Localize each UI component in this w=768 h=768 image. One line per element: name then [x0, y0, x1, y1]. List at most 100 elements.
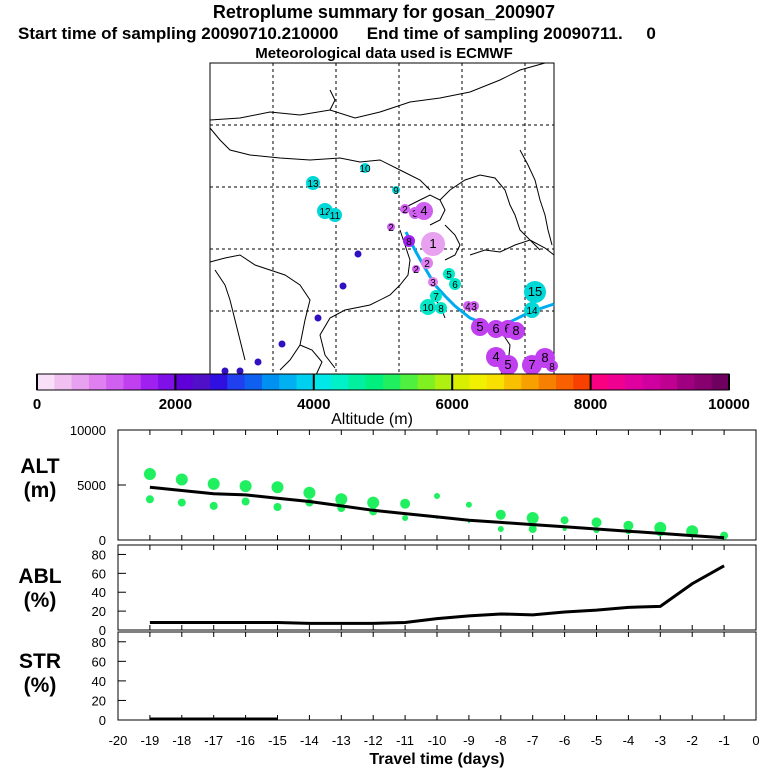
x-tick-label: -11 [396, 733, 414, 748]
trajectory-point-label: 7 [433, 292, 439, 303]
trajectory-point-label: 8 [512, 323, 519, 338]
trajectory-point [471, 318, 489, 336]
colorbar-tick-label: 10000 [708, 396, 750, 413]
alt-point [145, 495, 154, 504]
colorbar-tick-label: 4000 [297, 396, 330, 413]
colorbar-swatch [158, 374, 176, 390]
colorbar-swatch [625, 374, 643, 390]
colorbar-swatch [244, 374, 263, 390]
alt-point [402, 515, 409, 521]
alt-point [175, 473, 188, 486]
colorbar-swatch [400, 374, 419, 390]
str-label: STR [19, 650, 61, 673]
x-tick-label: -3 [655, 733, 667, 748]
y-tick-label: 60 [92, 566, 106, 581]
x-tick-label: -9 [463, 733, 475, 748]
coastline-china-east [319, 229, 411, 369]
coastline-southwest [209, 254, 311, 371]
colorbar-swatch [88, 374, 107, 390]
alt-point [400, 498, 411, 509]
colorbar-label: Altitude (m) [331, 411, 413, 428]
colorbar-swatch [210, 374, 228, 390]
colorbar-swatch [227, 374, 246, 390]
colorbar-tick-label: 6000 [436, 396, 469, 413]
x-tick-label: -2 [686, 733, 698, 748]
x-tick-label: -10 [428, 733, 447, 748]
colorbar-swatch [348, 374, 367, 390]
alt-point [528, 525, 537, 533]
coastline-japan [469, 239, 555, 256]
trajectory-point [421, 257, 433, 269]
alt-point [465, 501, 472, 508]
colorbar-swatch [452, 374, 470, 390]
colorbar-swatch [417, 374, 436, 390]
trajectory-point [443, 268, 455, 280]
alt-point [209, 501, 218, 510]
colorbar-tick-label: 8000 [574, 396, 607, 413]
x-tick-label: -19 [141, 733, 160, 748]
abl-panel-label: ABL (%) [0, 565, 80, 613]
colorbar-swatch [279, 374, 297, 390]
x-tick-label: -15 [268, 733, 287, 748]
trajectory-point-label: 2 [402, 205, 408, 216]
str-panel-label: STR (%) [0, 650, 80, 698]
x-tick-label: -6 [559, 733, 571, 748]
colorbar-tick-label: 0 [33, 396, 41, 413]
colorbar-swatch [573, 374, 592, 390]
trajectory-point [306, 176, 320, 190]
x-tick-label: 0 [752, 733, 759, 748]
trajectory-point [360, 163, 370, 173]
coastlines [209, 62, 555, 376]
colorbar-swatch [383, 374, 401, 390]
coastline-japan-north [519, 149, 553, 246]
colorbar-swatch [434, 374, 453, 390]
trajectory-point [449, 278, 461, 290]
alt-point [526, 512, 539, 524]
x-tick-label: -14 [300, 733, 319, 748]
trajectory-point-label: 2 [388, 223, 394, 234]
trajectory-point [328, 208, 342, 222]
x-tick-label: -8 [495, 733, 507, 748]
altitude-colorbar: 0 2000 4000 6000 8000 10000 [33, 373, 750, 413]
colorbar-swatch [504, 374, 522, 390]
alt-point [560, 516, 569, 525]
y-tick-label: 5000 [77, 478, 106, 493]
colorbar-swatch [296, 374, 315, 390]
colorbar-swatch [642, 374, 661, 390]
abl-label: ABL [18, 565, 62, 588]
trajectory-point-label: 4 [465, 302, 471, 313]
colorbar-swatch [711, 374, 730, 390]
trajectory-point-label: 6 [452, 280, 458, 291]
end-time-value: 0 [646, 24, 656, 43]
x-tick-label: -17 [204, 733, 223, 748]
alt-point [239, 480, 252, 493]
trajectory-point [524, 281, 546, 303]
y-tick-label: 0 [99, 533, 106, 548]
alt-point [335, 493, 348, 506]
met-data-label: Meteorological data used is ECMWF [255, 45, 513, 62]
x-tick-label: -18 [172, 733, 191, 748]
colorbar-swatch [521, 374, 540, 390]
alt-median-line [149, 485, 725, 540]
trajectory-point-small [278, 340, 286, 348]
trajectory-point-label: 8 [406, 237, 412, 248]
trajectory-map: 101391211234218223567810435668141545788 [209, 62, 558, 376]
colorbar-swatch [123, 374, 142, 390]
alt-label: ALT [20, 455, 60, 478]
trajectory-point [421, 232, 445, 256]
alt-point [143, 468, 156, 480]
colorbar-swatch [106, 374, 124, 390]
x-tick-label: -20 [109, 733, 128, 748]
alt-point [467, 521, 470, 524]
x-axis-label: Travel time (days) [369, 751, 504, 768]
trajectory-point-label: 2 [424, 259, 430, 270]
colorbar-swatch [538, 374, 557, 390]
colorbar-swatch [71, 374, 90, 390]
trajectory-point-small [354, 250, 362, 258]
colorbar-swatch [175, 374, 194, 390]
trajectory-point-label: 5 [446, 270, 452, 281]
chart-title: Retroplume summary for gosan_200907 [212, 2, 556, 22]
trajectory-point-label: 10 [359, 164, 371, 175]
colorbar-swatch [192, 374, 211, 390]
